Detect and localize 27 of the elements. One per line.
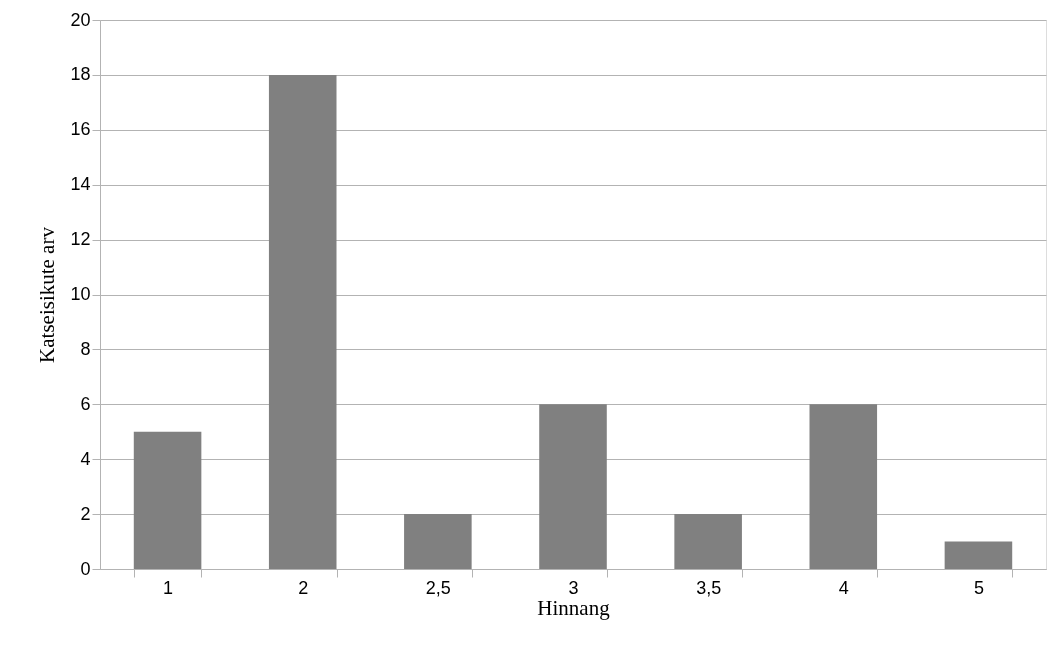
bar xyxy=(268,74,337,569)
x-tick-label: 2 xyxy=(298,577,309,598)
bar xyxy=(539,404,607,569)
bar xyxy=(944,541,1013,569)
y-axis-title: Katseisikute arv xyxy=(35,226,60,363)
x-tick-label: 3,5 xyxy=(696,577,722,598)
bar xyxy=(404,514,472,569)
bar xyxy=(809,404,878,569)
x-axis-title: Hinnang xyxy=(537,595,611,620)
y-tick-label: 0 xyxy=(80,558,91,579)
y-tick-label: 16 xyxy=(70,119,91,140)
y-tick-label: 2 xyxy=(80,503,91,524)
bar xyxy=(674,514,742,569)
x-tick-label: 3 xyxy=(568,577,579,598)
y-tick-label: 18 xyxy=(70,64,91,85)
y-tick-label: 4 xyxy=(80,448,91,469)
y-tick-label: 20 xyxy=(70,9,91,30)
y-tick-label: 8 xyxy=(80,338,91,359)
y-tick-label: 6 xyxy=(80,393,91,414)
x-tick-label: 5 xyxy=(973,577,984,598)
x-tick-label: 4 xyxy=(838,577,849,598)
x-tick-label: 2,5 xyxy=(425,577,451,598)
y-tick-label: 12 xyxy=(70,229,91,250)
bar xyxy=(133,431,202,569)
x-tick-label: 1 xyxy=(163,577,174,598)
y-tick-label: 14 xyxy=(70,174,91,195)
y-tick-label: 10 xyxy=(70,284,91,304)
